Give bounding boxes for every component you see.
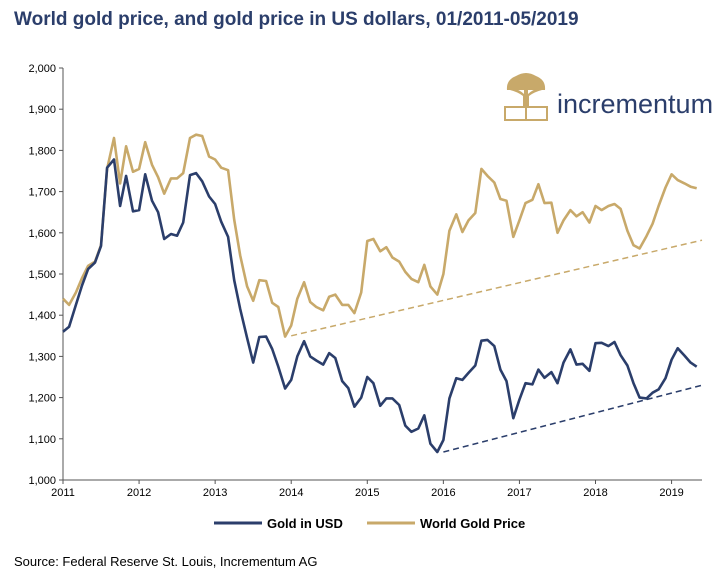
brand-name: incrementum [557, 89, 713, 119]
y-tick-label: 1,600 [28, 228, 56, 240]
tree-icon [504, 73, 548, 121]
y-tick-label: 1,800 [28, 145, 56, 157]
trend-line-3 [443, 384, 703, 453]
source-note: Source: Federal Reserve St. Louis, Incre… [14, 554, 318, 569]
legend-label-world-gold-price: World Gold Price [420, 516, 525, 531]
x-tick-label: 2012 [127, 487, 151, 499]
brand-logo: incrementum [504, 73, 713, 121]
tree-crown [506, 73, 546, 90]
x-tick-label: 2013 [203, 487, 227, 499]
legend-label-gold-in-usd: Gold in USD [267, 516, 343, 531]
y-tick-label: 1,900 [28, 104, 56, 116]
y-tick-label: 2,000 [28, 63, 56, 75]
x-tick-label: 2018 [583, 487, 607, 499]
x-tick-label: 2015 [355, 487, 379, 499]
x-tick-label: 2017 [507, 487, 531, 499]
y-tick-label: 1,700 [28, 187, 56, 199]
y-tick-label: 1,000 [28, 475, 56, 487]
y-tick-label: 1,500 [28, 269, 56, 281]
chart-series [62, 133, 703, 454]
series-line-gold-in-usd [62, 158, 698, 454]
chart-legend: Gold in USD World Gold Price [214, 516, 525, 531]
x-tick-label: 2014 [279, 487, 303, 499]
x-tick-label: 2016 [431, 487, 455, 499]
y-tick-label: 1,400 [28, 310, 56, 322]
chart-title: World gold price, and gold price in US d… [14, 9, 579, 30]
trend-line-2 [291, 239, 703, 337]
x-tick-label: 2011 [51, 487, 75, 499]
y-tick-label: 1,100 [28, 434, 56, 446]
x-tick-label: 2019 [659, 487, 683, 499]
y-tick-label: 1,300 [28, 351, 56, 363]
series-line-world-gold-price [62, 133, 698, 338]
chart-axes: 1,000 1,100 1,200 1,300 1,400 1,500 1,600 1,700… [28, 63, 702, 499]
y-tick-label: 1,200 [28, 393, 56, 405]
tree-trunk [510, 86, 542, 106]
